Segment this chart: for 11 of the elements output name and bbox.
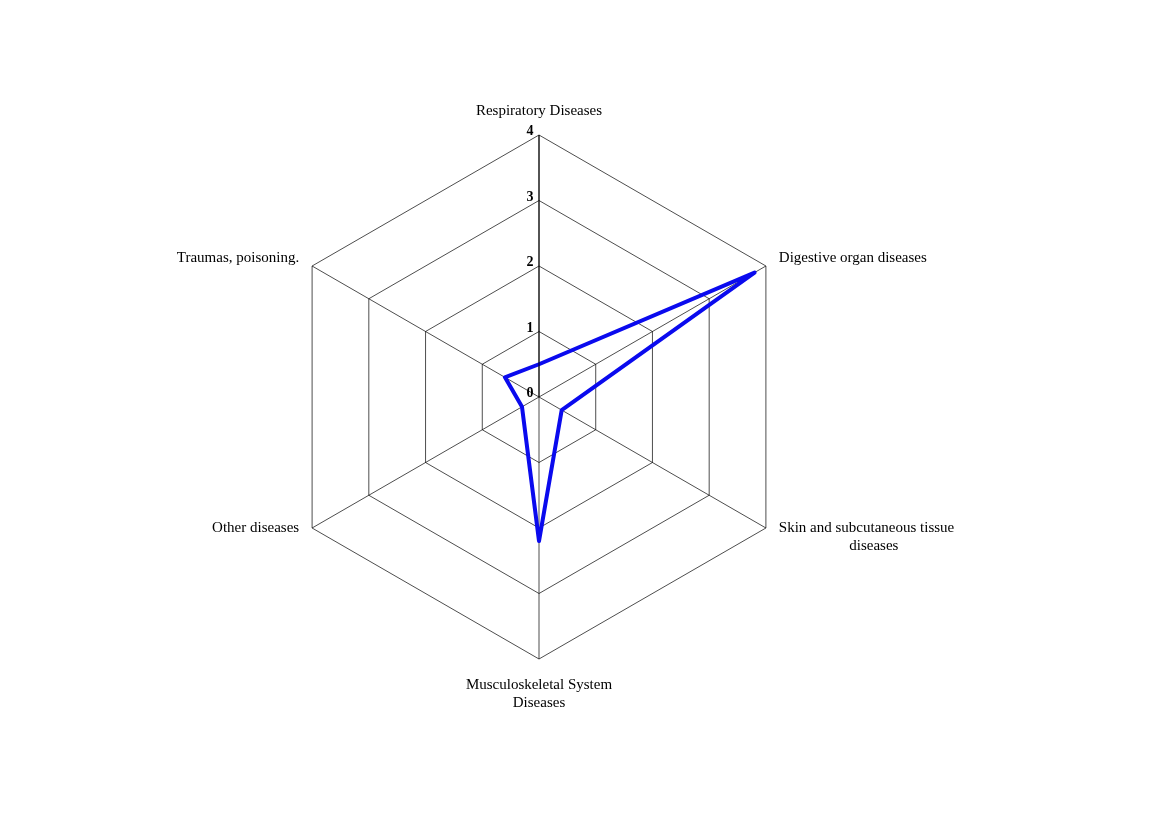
spoke-label: Other diseases: [212, 519, 300, 535]
y-tick-label: 3: [526, 188, 534, 204]
y-tick-label: 4: [526, 123, 534, 138]
y-tick-label: 2: [526, 254, 534, 269]
spoke-label: Musculoskeletal System Diseases: [465, 676, 613, 710]
y-tick-label: 1: [526, 319, 534, 335]
spoke-label: Respiratory Diseases: [475, 102, 603, 118]
spoke-label: Traumas, poisoning.: [176, 249, 300, 265]
spoke-label: Skin and subcutaneous tissue diseases: [778, 519, 955, 553]
spoke-label: Digestive organ diseases: [778, 249, 928, 265]
y-tick-label: 0: [526, 385, 534, 400]
